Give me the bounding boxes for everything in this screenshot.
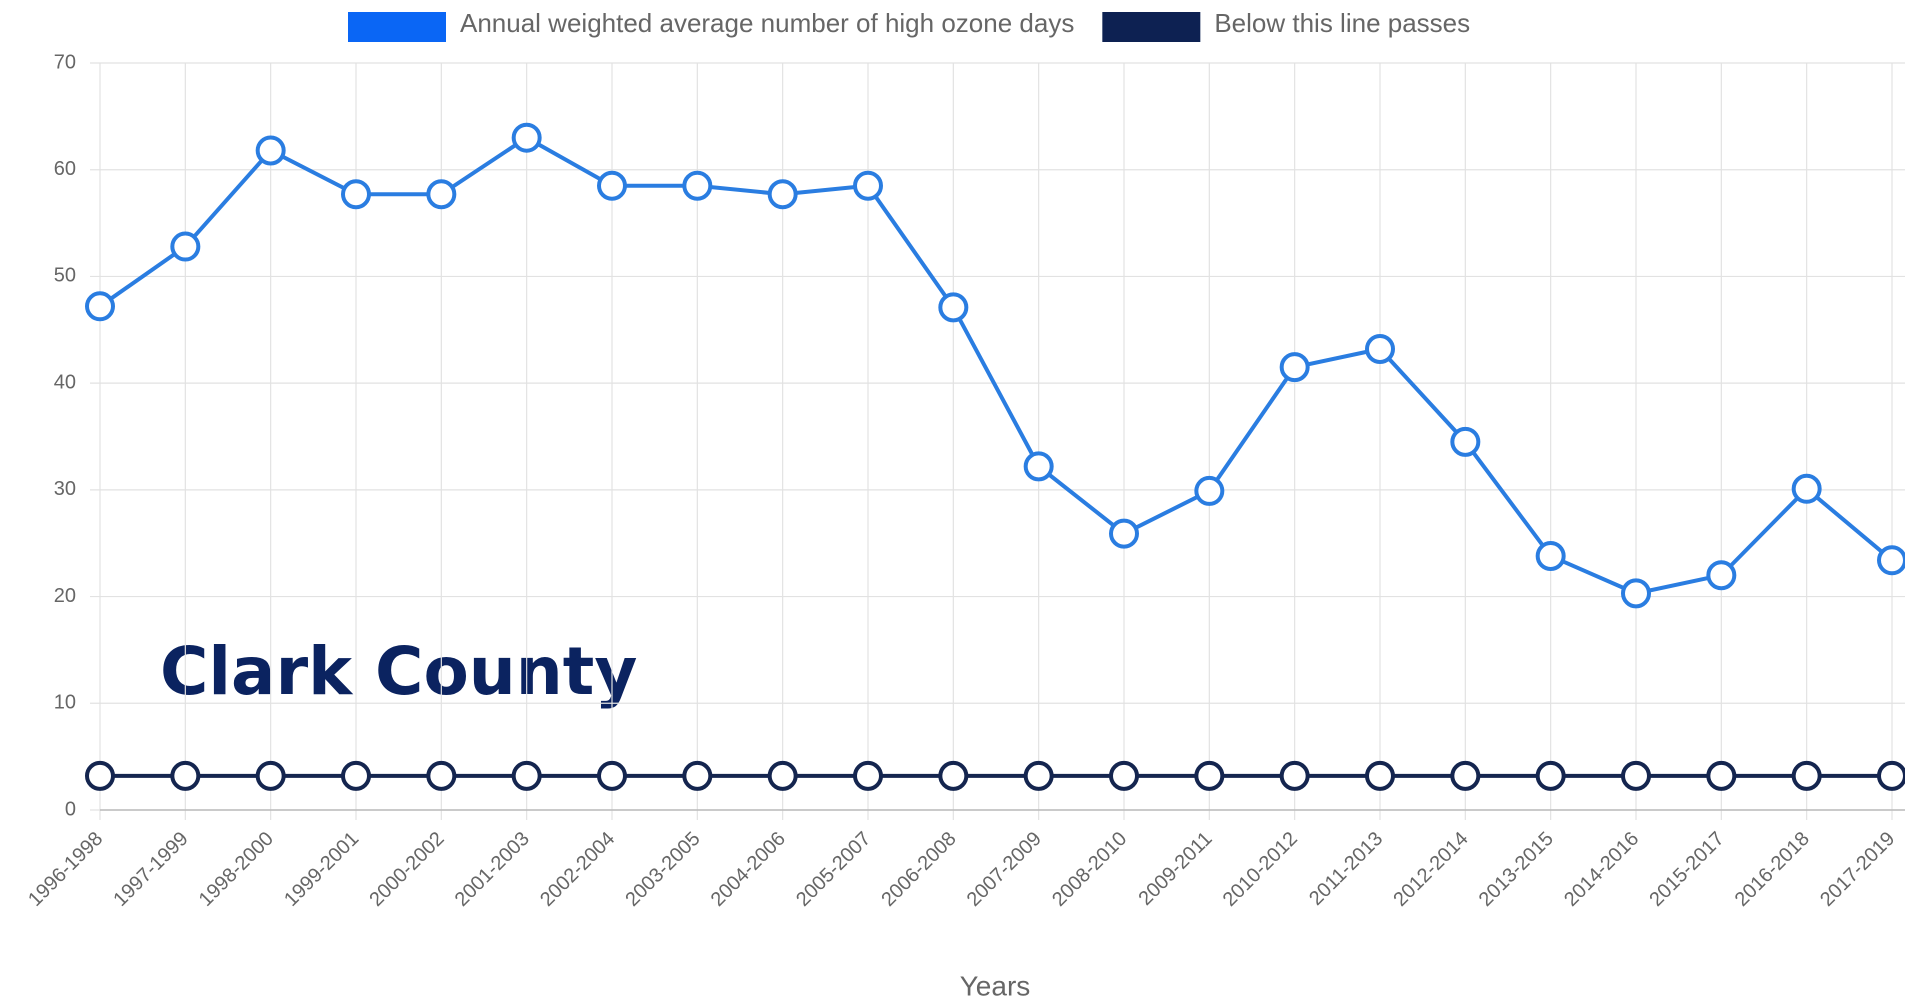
x-tick-label: 2011-2013 (1305, 828, 1387, 910)
data-point (1023, 760, 1054, 791)
data-point (511, 122, 542, 153)
data-point (1109, 760, 1139, 791)
data-point (682, 760, 713, 791)
x-tick-label: 2008-2010 (1048, 828, 1131, 911)
data-point (1791, 760, 1822, 791)
x-tick-label: 2006-2008 (877, 828, 960, 911)
x-tick-label: 2005-2007 (792, 828, 875, 911)
x-tick-label: 2016-2018 (1731, 828, 1814, 911)
y-tick-label: 70 (54, 51, 76, 73)
y-tick-label: 0 (65, 798, 76, 820)
x-tick-label: 2001-2003 (451, 828, 534, 911)
data-point (682, 170, 713, 201)
x-tick-label: 2009-2011 (1134, 828, 1216, 910)
data-point (1279, 352, 1310, 383)
data-point (1535, 541, 1566, 572)
data-point (938, 292, 969, 323)
x-axis-label: Years (960, 970, 1031, 1001)
legend-swatch (1102, 12, 1201, 42)
data-point (597, 760, 627, 791)
legend-label: Annual weighted average number of high o… (460, 8, 1074, 38)
y-tick-label: 40 (54, 371, 76, 393)
data-point (85, 760, 115, 791)
x-tick-label: 2010-2012 (1219, 828, 1302, 911)
x-tick-label: 2002-2004 (536, 828, 619, 911)
x-tick-label: 1996-1998 (24, 828, 107, 911)
x-tick-label: 2012-2014 (1389, 828, 1472, 911)
x-tick-label: 2000-2002 (365, 828, 448, 911)
legend-swatch (348, 12, 446, 42)
data-point (1706, 560, 1737, 591)
x-tick-label: 2003-2005 (621, 828, 704, 911)
data-point (170, 231, 201, 262)
series-line (98, 135, 1894, 596)
y-tick-label: 30 (54, 478, 76, 500)
data-point (597, 170, 627, 201)
data-point (1109, 518, 1139, 549)
x-tick-label: 1998-2000 (195, 828, 278, 911)
y-tick-label: 50 (54, 265, 76, 287)
data-point (1365, 333, 1395, 364)
data-point (255, 135, 286, 166)
x-tick-label: 2013-2015 (1475, 828, 1558, 911)
data-point (1621, 578, 1651, 609)
data-point (1450, 760, 1481, 791)
x-tick-label: 2015-2017 (1645, 828, 1728, 911)
data-point (767, 760, 798, 791)
x-tick-label: 2007-2009 (963, 828, 1046, 911)
x-tick-label: 2014-2016 (1560, 828, 1643, 911)
data-point (1535, 760, 1566, 791)
data-point (1365, 760, 1395, 791)
legend-label: Below this line passes (1214, 8, 1470, 38)
x-tick-label: 1999-2001 (280, 828, 363, 911)
data-point (853, 170, 883, 201)
data-point (341, 760, 371, 791)
data-point (1877, 545, 1905, 576)
data-point (1450, 426, 1481, 457)
data-point (85, 291, 115, 322)
data-point (1194, 475, 1225, 506)
x-tick-label: 2004-2006 (707, 828, 790, 911)
data-point (1621, 760, 1651, 791)
x-tick-label: 2017-2019 (1816, 828, 1899, 911)
data-point (1706, 760, 1737, 791)
y-tick-label: 60 (54, 158, 76, 180)
data-point (938, 760, 969, 791)
data-point (1279, 760, 1310, 791)
data-point (426, 760, 457, 791)
data-point (255, 760, 286, 791)
data-point (341, 179, 371, 210)
data-point (511, 760, 542, 791)
data-point (170, 760, 201, 791)
annotation: Clark County (160, 633, 637, 710)
data-point (1791, 473, 1822, 504)
data-point (853, 760, 883, 791)
data-point (426, 179, 457, 210)
x-tick-label: 1997-1999 (109, 828, 192, 911)
data-point (1194, 760, 1225, 791)
y-tick-label: 20 (54, 585, 76, 607)
data-point (767, 179, 798, 210)
data-point (1877, 760, 1905, 791)
data-point (1023, 451, 1054, 482)
y-tick-label: 10 (54, 692, 76, 714)
